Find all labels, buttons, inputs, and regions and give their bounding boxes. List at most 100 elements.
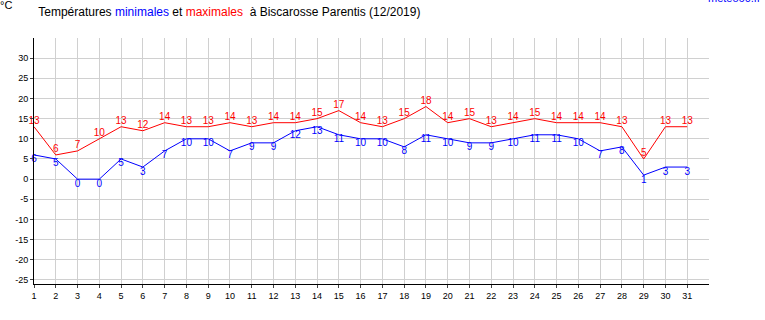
svg-text:14: 14 bbox=[595, 111, 607, 122]
svg-text:15: 15 bbox=[464, 107, 476, 118]
svg-text:3: 3 bbox=[140, 166, 146, 177]
svg-text:13: 13 bbox=[486, 115, 498, 126]
svg-text:13: 13 bbox=[290, 291, 300, 301]
svg-text:13: 13 bbox=[203, 115, 215, 126]
svg-text:9: 9 bbox=[488, 141, 494, 152]
svg-text:10: 10 bbox=[573, 137, 585, 148]
svg-text:14: 14 bbox=[507, 111, 519, 122]
svg-text:5: 5 bbox=[23, 154, 28, 164]
svg-text:15: 15 bbox=[334, 291, 344, 301]
svg-text:25: 25 bbox=[18, 73, 28, 83]
svg-text:9: 9 bbox=[206, 291, 211, 301]
svg-text:9: 9 bbox=[249, 141, 255, 152]
svg-text:11: 11 bbox=[551, 133, 562, 144]
svg-text:5: 5 bbox=[53, 157, 59, 168]
svg-text:7: 7 bbox=[162, 291, 167, 301]
svg-text:2: 2 bbox=[53, 291, 58, 301]
svg-text:13: 13 bbox=[311, 125, 323, 136]
svg-text:14: 14 bbox=[290, 111, 302, 122]
svg-text:19: 19 bbox=[421, 291, 431, 301]
svg-text:°C: °C bbox=[0, 0, 12, 11]
svg-text:10: 10 bbox=[355, 137, 367, 148]
svg-text:13: 13 bbox=[660, 115, 672, 126]
svg-text:11: 11 bbox=[530, 133, 541, 144]
svg-text:8: 8 bbox=[401, 145, 407, 156]
svg-text:7: 7 bbox=[227, 149, 233, 160]
svg-text:12: 12 bbox=[137, 119, 149, 130]
svg-text:8: 8 bbox=[184, 291, 189, 301]
svg-text:14: 14 bbox=[312, 291, 322, 301]
svg-text:0: 0 bbox=[23, 174, 28, 184]
svg-text:6: 6 bbox=[140, 291, 145, 301]
svg-text:13: 13 bbox=[116, 115, 128, 126]
svg-text:10: 10 bbox=[181, 137, 193, 148]
svg-text:12: 12 bbox=[269, 291, 279, 301]
svg-text:13: 13 bbox=[181, 115, 193, 126]
svg-text:24: 24 bbox=[530, 291, 540, 301]
svg-text:31: 31 bbox=[682, 291, 692, 301]
svg-text:21: 21 bbox=[464, 291, 474, 301]
svg-text:13: 13 bbox=[28, 115, 40, 126]
svg-text:3: 3 bbox=[684, 166, 690, 177]
svg-text:10: 10 bbox=[377, 137, 389, 148]
svg-text:18: 18 bbox=[399, 291, 409, 301]
svg-text:22: 22 bbox=[486, 291, 496, 301]
svg-text:26: 26 bbox=[573, 291, 583, 301]
svg-text:15: 15 bbox=[529, 107, 541, 118]
svg-text:20: 20 bbox=[18, 94, 28, 104]
svg-text:1: 1 bbox=[641, 174, 647, 185]
svg-text:25: 25 bbox=[552, 291, 562, 301]
svg-text:14: 14 bbox=[268, 111, 280, 122]
svg-text:10: 10 bbox=[225, 291, 235, 301]
svg-text:Températures minimales et maxi: Températures minimales et maximales à Bi… bbox=[38, 5, 420, 19]
svg-text:11: 11 bbox=[247, 291, 256, 301]
svg-text:13: 13 bbox=[246, 115, 258, 126]
svg-text:5: 5 bbox=[118, 157, 124, 168]
svg-text:27: 27 bbox=[595, 291, 605, 301]
svg-text:14: 14 bbox=[355, 111, 367, 122]
svg-text:10: 10 bbox=[442, 137, 454, 148]
svg-text:14: 14 bbox=[551, 111, 563, 122]
svg-text:7: 7 bbox=[162, 149, 168, 160]
svg-text:-20: -20 bbox=[15, 255, 28, 265]
svg-text:15: 15 bbox=[311, 107, 323, 118]
svg-text:18: 18 bbox=[420, 95, 432, 106]
svg-text:16: 16 bbox=[356, 291, 366, 301]
svg-text:17: 17 bbox=[333, 99, 345, 110]
svg-text:-10: -10 bbox=[15, 215, 28, 225]
svg-text:-15: -15 bbox=[15, 235, 28, 245]
svg-text:3: 3 bbox=[663, 166, 669, 177]
svg-text:13: 13 bbox=[377, 115, 389, 126]
svg-text:11: 11 bbox=[421, 133, 432, 144]
svg-text:14: 14 bbox=[573, 111, 585, 122]
svg-text:0: 0 bbox=[97, 178, 103, 189]
svg-text:15: 15 bbox=[399, 107, 411, 118]
svg-text:13: 13 bbox=[682, 115, 694, 126]
svg-text:17: 17 bbox=[377, 291, 387, 301]
svg-text:7: 7 bbox=[75, 139, 81, 150]
svg-text:-5: -5 bbox=[20, 194, 28, 204]
svg-text:15: 15 bbox=[18, 114, 28, 124]
svg-text:28: 28 bbox=[617, 291, 627, 301]
svg-text:3: 3 bbox=[75, 291, 80, 301]
svg-text:0: 0 bbox=[75, 178, 81, 189]
svg-text:1: 1 bbox=[31, 291, 36, 301]
svg-text:14: 14 bbox=[442, 111, 454, 122]
svg-text:10: 10 bbox=[18, 134, 28, 144]
svg-text:7: 7 bbox=[597, 149, 603, 160]
svg-text:-25: -25 bbox=[15, 275, 28, 285]
svg-text:4: 4 bbox=[97, 291, 102, 301]
svg-text:12: 12 bbox=[290, 129, 302, 140]
svg-text:13: 13 bbox=[616, 115, 628, 126]
svg-text:meteo60.fr: meteo60.fr bbox=[708, 0, 761, 4]
svg-text:10: 10 bbox=[507, 137, 519, 148]
svg-text:9: 9 bbox=[271, 141, 277, 152]
svg-text:29: 29 bbox=[639, 291, 649, 301]
svg-text:6: 6 bbox=[31, 153, 37, 164]
svg-text:8: 8 bbox=[619, 145, 625, 156]
svg-text:10: 10 bbox=[94, 127, 106, 138]
svg-text:23: 23 bbox=[508, 291, 518, 301]
svg-text:30: 30 bbox=[18, 53, 28, 63]
svg-text:5: 5 bbox=[641, 147, 647, 158]
svg-text:9: 9 bbox=[467, 141, 473, 152]
